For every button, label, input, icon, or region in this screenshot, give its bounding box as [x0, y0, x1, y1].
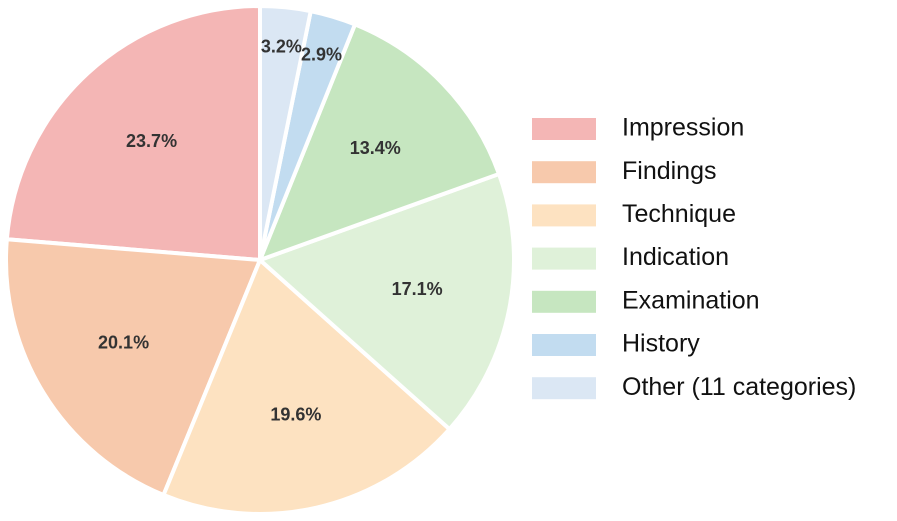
pie-slice	[4, 3, 262, 263]
legend-label: Indication	[622, 243, 729, 271]
legend-swatch	[532, 334, 596, 356]
legend-label: Impression	[622, 114, 744, 142]
legend-label: Findings	[622, 157, 717, 185]
legend-label: Other (11 categories)	[622, 373, 856, 401]
pie-slice	[258, 3, 314, 261]
value-label: 2.9%	[301, 44, 342, 64]
value-label: 19.6%	[270, 405, 321, 425]
value-label: 3.2%	[261, 36, 302, 56]
value-label: 17.1%	[392, 279, 443, 299]
legend-label: Examination	[622, 286, 760, 314]
value-label: 13.4%	[350, 138, 401, 158]
legend-swatch	[532, 290, 596, 313]
legend-label: History	[622, 330, 700, 358]
legend-swatch	[532, 377, 596, 400]
value-label: 20.1%	[98, 332, 149, 352]
pie-slice	[160, 256, 453, 516]
value-label: 23.7%	[126, 131, 177, 151]
legend-swatch	[532, 161, 596, 184]
legend-label: Technique	[622, 200, 736, 228]
pie-slice	[256, 21, 502, 264]
legend-swatch	[532, 118, 596, 140]
legend-swatch	[532, 204, 596, 227]
legend-swatch	[532, 247, 596, 270]
pie-slice	[4, 237, 263, 498]
